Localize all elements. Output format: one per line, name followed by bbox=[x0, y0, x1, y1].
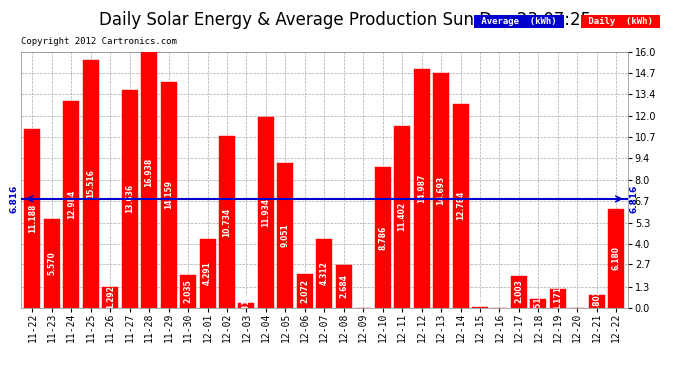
Text: 15.516: 15.516 bbox=[86, 170, 95, 198]
Text: 10.734: 10.734 bbox=[222, 207, 231, 237]
Bar bbox=[102, 287, 118, 308]
Text: 6.816: 6.816 bbox=[10, 184, 19, 213]
Bar bbox=[453, 104, 469, 308]
Bar bbox=[121, 90, 138, 308]
Text: 14.987: 14.987 bbox=[417, 173, 426, 203]
Text: 5.570: 5.570 bbox=[48, 251, 57, 275]
Text: 13.636: 13.636 bbox=[125, 184, 134, 213]
Text: 0.802: 0.802 bbox=[592, 289, 601, 313]
Text: 11.188: 11.188 bbox=[28, 204, 37, 233]
Text: 2.072: 2.072 bbox=[300, 279, 309, 303]
Bar bbox=[161, 82, 177, 308]
Text: 1.292: 1.292 bbox=[106, 285, 115, 309]
Text: Average  (kWh): Average (kWh) bbox=[476, 17, 562, 26]
Text: 2.003: 2.003 bbox=[515, 280, 524, 303]
Bar bbox=[24, 129, 40, 308]
Bar bbox=[277, 163, 293, 308]
Text: Copyright 2012 Cartronics.com: Copyright 2012 Cartronics.com bbox=[21, 38, 177, 46]
Bar bbox=[258, 117, 274, 308]
Bar bbox=[180, 275, 196, 308]
Text: 6.180: 6.180 bbox=[612, 246, 621, 270]
Text: 8.786: 8.786 bbox=[378, 225, 387, 250]
Text: 4.312: 4.312 bbox=[319, 261, 329, 285]
Bar bbox=[219, 136, 235, 308]
Text: 4.291: 4.291 bbox=[203, 261, 212, 285]
Text: Daily  (kWh): Daily (kWh) bbox=[583, 17, 658, 26]
Text: 14.693: 14.693 bbox=[437, 176, 446, 205]
Text: 14.159: 14.159 bbox=[164, 180, 173, 209]
Bar bbox=[239, 303, 255, 307]
Bar bbox=[472, 307, 488, 308]
Text: 11.934: 11.934 bbox=[262, 198, 270, 227]
Bar bbox=[336, 265, 352, 308]
Bar bbox=[589, 295, 604, 307]
Bar bbox=[413, 69, 430, 308]
Bar bbox=[199, 239, 215, 308]
Bar bbox=[63, 100, 79, 308]
Text: 2.684: 2.684 bbox=[339, 274, 348, 298]
Bar bbox=[394, 126, 410, 308]
Bar bbox=[609, 209, 624, 308]
Text: 9.051: 9.051 bbox=[281, 224, 290, 247]
Bar bbox=[141, 38, 157, 308]
Text: 0.053: 0.053 bbox=[475, 295, 484, 319]
Bar bbox=[44, 219, 60, 308]
Text: 1.171: 1.171 bbox=[553, 286, 562, 310]
Bar bbox=[83, 60, 99, 308]
Text: 12.984: 12.984 bbox=[67, 189, 76, 219]
Text: 16.938: 16.938 bbox=[145, 158, 154, 187]
Text: 6.816: 6.816 bbox=[630, 184, 639, 213]
Text: 12.784: 12.784 bbox=[456, 191, 465, 220]
Text: 2.035: 2.035 bbox=[184, 279, 193, 303]
Bar bbox=[297, 274, 313, 308]
Bar bbox=[511, 276, 527, 308]
Bar bbox=[531, 299, 546, 307]
Bar bbox=[433, 74, 449, 308]
Text: 0.310: 0.310 bbox=[242, 293, 251, 317]
Bar bbox=[550, 289, 566, 308]
Text: 11.402: 11.402 bbox=[397, 202, 406, 231]
Text: 0.515: 0.515 bbox=[534, 292, 543, 315]
Bar bbox=[316, 239, 333, 308]
Text: Daily Solar Energy & Average Production Sun Dec 23 07:25: Daily Solar Energy & Average Production … bbox=[99, 11, 591, 29]
Bar bbox=[375, 168, 391, 308]
